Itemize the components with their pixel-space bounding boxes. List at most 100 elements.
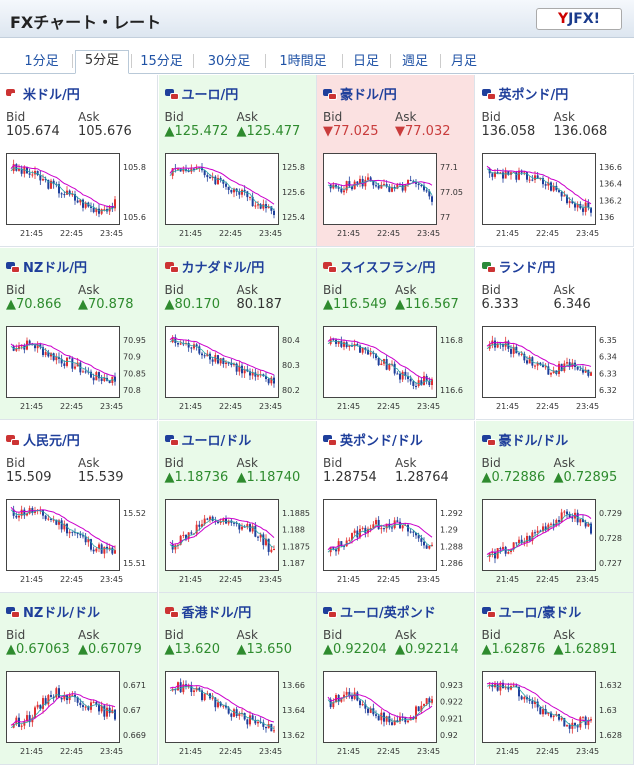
- pair-name-link[interactable]: 人民元/円: [6, 430, 80, 449]
- tab-2[interactable]: 5分足: [75, 50, 129, 74]
- candle-body: [412, 381, 415, 386]
- candle-body: [68, 190, 71, 195]
- y-tick-label: 125.4: [282, 213, 305, 222]
- candle-body: [71, 194, 74, 196]
- tab-5[interactable]: 1時間足: [279, 54, 327, 69]
- short-average-line: [169, 518, 274, 548]
- pair-name-link[interactable]: カナダドル/円: [164, 257, 264, 276]
- mini-chart[interactable]: 6.35 6.34 6.33 6.32 21:45 22:45 23:45: [481, 325, 630, 414]
- short-average-line: [486, 512, 591, 557]
- rate-card[interactable]: ユーロ/円 Bid ▲125.472 Ask ▲125.477 125.8 125.6 125…: [158, 75, 317, 247]
- rate-card[interactable]: 香港ドル/円 Bid ▲13.620 Ask ▲13.650 13.66 13.64 13.6…: [158, 593, 317, 766]
- chart-frame: [164, 498, 279, 571]
- candle-body: [351, 186, 353, 190]
- pair-name-link[interactable]: 香港ドル/円: [164, 602, 251, 621]
- tab-1[interactable]: 1分足: [24, 54, 59, 69]
- moving-average-line: [169, 517, 274, 545]
- mini-chart[interactable]: 1.632 1.63 1.628 21:45 22:45 23:45: [481, 671, 630, 759]
- candle-body: [415, 532, 417, 535]
- rate-card[interactable]: ランド/円 Bid 6.333 Ask 6.346 6.35 6.34 6.33 6.32 21:…: [475, 247, 634, 420]
- candle-body: [369, 352, 372, 355]
- y-tick-label: 13.66: [282, 681, 305, 690]
- mini-chart[interactable]: 136.6 136.4 136.2 136 21:45 22:45 23:45: [481, 153, 630, 241]
- candle-body: [420, 185, 423, 187]
- candle-body: [401, 524, 404, 528]
- mini-chart[interactable]: 80.4 80.3 80.2 21:45 22:45 23:45: [164, 325, 313, 414]
- pair-name-link[interactable]: ユーロ/ドル: [164, 430, 251, 449]
- rate-card[interactable]: ユーロ/ドル Bid ▲1.18736 Ask ▲1.18740 1.1885 1.188 1…: [158, 420, 317, 593]
- tab-3[interactable]: 15分足: [140, 54, 183, 69]
- candle-body: [332, 338, 335, 340]
- moving-average-line: [486, 341, 591, 367]
- candle-body: [546, 182, 549, 186]
- short-average-line: [486, 343, 591, 374]
- y-tick-label: 6.35: [599, 336, 617, 345]
- mini-chart[interactable]: 125.8 125.6 125.4 21:45 22:45 23:45: [164, 153, 313, 241]
- mini-chart[interactable]: 15.52 15.51 21:45 22:45 23:45: [6, 498, 154, 587]
- candle-body: [211, 176, 214, 179]
- rate-card[interactable]: ユーロ/英ポンド Bid ▲0.92204 Ask ▲0.92214 0.923 0.922…: [317, 593, 475, 766]
- candle-body: [98, 208, 100, 214]
- mini-chart[interactable]: 77.1 77.05 77 21:45 22:45 23:45: [323, 153, 471, 241]
- tab-7[interactable]: 週足: [401, 54, 428, 69]
- pair-name-link[interactable]: ユーロ/円: [164, 84, 238, 103]
- candle-body: [420, 706, 423, 712]
- pair-name-link[interactable]: 英ポンド/円: [481, 84, 568, 103]
- pair-name-link[interactable]: NZドル/円: [6, 257, 87, 276]
- pair-name-link[interactable]: スイスフラン/円: [323, 257, 435, 276]
- x-tick-label: 22:45: [60, 575, 83, 584]
- candle-body: [253, 205, 256, 207]
- y-tick-label: 1.1885: [282, 509, 310, 518]
- mini-chart[interactable]: 105.8 105.6 21:45 22:45 23:45: [6, 153, 154, 241]
- pair-name-link[interactable]: 豪ドル/円: [323, 84, 397, 103]
- moving-average-line: [10, 342, 116, 377]
- mini-chart[interactable]: 0.729 0.728 0.727 21:45 22:45 23:45: [481, 498, 630, 587]
- rate-card[interactable]: 豪ドル/ドル Bid ▲0.72886 Ask ▲0.72895 0.729 0.728 0.…: [475, 420, 634, 593]
- x-tick-label: 22:45: [60, 229, 83, 238]
- moving-average-line: [327, 179, 433, 187]
- candle-body: [100, 543, 103, 554]
- pair-name-link[interactable]: 豪ドル/ドル: [481, 430, 568, 449]
- pair-name-link[interactable]: 米ドル/円: [6, 84, 80, 103]
- candle-body: [221, 517, 224, 522]
- rate-card[interactable]: 米ドル/円 Bid 105.674 Ask 105.676 105.8 105.6 21:45…: [0, 75, 158, 247]
- rate-card[interactable]: 人民元/円 Bid 15.509 Ask 15.539 15.52 15.51 21:45 22…: [0, 420, 158, 593]
- rate-card[interactable]: NZドル/ドル Bid ▲0.67063 Ask ▲0.67079 0.671 0.67 0.…: [0, 593, 158, 766]
- mini-chart[interactable]: 1.292 1.29 1.288 1.286 21:45 22:45 23:45: [323, 498, 471, 587]
- mini-chart[interactable]: 116.8 116.6 21:45 22:45 23:45: [323, 325, 471, 414]
- pair-name-link[interactable]: 英ポンド/ドル: [323, 430, 423, 449]
- mini-chart[interactable]: 1.1885 1.188 1.1875 1.187 21:45 22:45 23:45: [164, 498, 313, 587]
- ask-value: ▲116.567: [395, 296, 459, 312]
- tab-4[interactable]: 30分足: [207, 54, 251, 69]
- candle-body: [490, 173, 493, 177]
- mini-chart[interactable]: 0.671 0.67 0.669 21:45 22:45 23:45: [6, 671, 154, 759]
- rate-card[interactable]: 豪ドル/円 Bid ▼77.025 Ask ▼77.032 77.1 77.05 77 21:4…: [317, 75, 475, 247]
- pair-name-link[interactable]: ユーロ/豪ドル: [481, 602, 581, 621]
- pair-name-link[interactable]: ランド/円: [481, 257, 555, 276]
- candle-body: [538, 178, 541, 180]
- candle-body: [364, 179, 367, 187]
- candle-body: [554, 519, 557, 526]
- pair-name-link[interactable]: ユーロ/英ポンド: [323, 602, 436, 621]
- candle-body: [66, 190, 68, 195]
- candle-body: [248, 715, 251, 725]
- tab-8[interactable]: 月足: [450, 54, 477, 69]
- rate-card[interactable]: カナダドル/円 Bid ▲80.170 Ask 80.187 80.4 80.3 80.2 21…: [158, 247, 317, 420]
- candle-body: [332, 184, 335, 189]
- mini-chart[interactable]: 70.95 70.9 70.85 70.8 21:45 22:45 23:45: [6, 325, 154, 414]
- pair-name-link[interactable]: NZドル/ドル: [6, 602, 100, 621]
- yjfx-logo[interactable]: YJFX!: [536, 8, 622, 30]
- rate-card[interactable]: NZドル/円 Bid ▲70.866 Ask ▲70.878 70.95 70.9 70.85…: [0, 247, 158, 420]
- candle-body: [28, 340, 31, 344]
- rate-card[interactable]: スイスフラン/円 Bid ▲116.549 Ask ▲116.567 116.8 116.6…: [317, 247, 475, 420]
- candle-body: [530, 179, 533, 181]
- candle-body: [232, 522, 235, 524]
- tab-6[interactable]: 日足: [352, 54, 379, 69]
- mini-chart[interactable]: 13.66 13.64 13.62 21:45 22:45 23:45: [164, 671, 313, 759]
- rate-card[interactable]: 英ポンド/円 Bid 136.058 Ask 136.068 136.6 136.4 136.…: [475, 75, 634, 247]
- candle-body: [100, 209, 103, 214]
- candle-body: [407, 720, 409, 723]
- mini-chart[interactable]: 0.923 0.922 0.921 0.92 21:45 22:45 23:45: [323, 671, 471, 759]
- rate-card[interactable]: ユーロ/豪ドル Bid ▲1.62876 Ask ▲1.62891 1.632 1.63 1.…: [475, 593, 634, 766]
- rate-card[interactable]: 英ポンド/ドル Bid 1.28754 Ask 1.28764 1.292 1.29 1.28…: [317, 420, 475, 593]
